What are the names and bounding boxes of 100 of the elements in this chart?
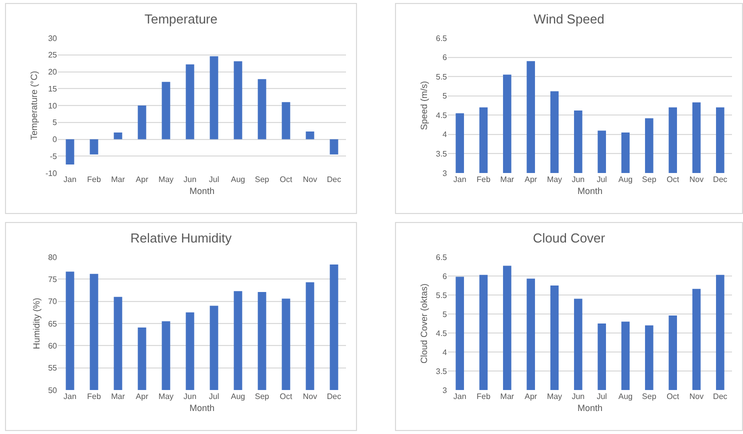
y-axis-title: Humidity (%) [31, 298, 42, 350]
x-axis-title: Month [189, 402, 215, 413]
y-tick-label: 15 [48, 84, 58, 94]
x-tick-label: Jul [208, 392, 220, 401]
y-tick-label: 5 [442, 92, 448, 101]
x-tick-label: Mar [500, 175, 514, 184]
x-tick-label: Aug [618, 175, 633, 184]
y-tick-label: 50 [48, 386, 58, 395]
x-tick-label: Nov [689, 392, 704, 401]
x-tick-label: Nov [689, 175, 704, 184]
bar [90, 139, 98, 154]
x-tick-label: Jan [64, 175, 76, 184]
y-tick-label: 6.5 [436, 34, 448, 43]
chart-title: Relative Humidity [130, 230, 232, 246]
x-tick-label: Sep [642, 175, 657, 184]
y-axis-title: Temperature (°C) [28, 70, 39, 140]
y-axis-title: Speed (m/s) [419, 80, 430, 130]
y-tick-label: 80 [48, 252, 58, 262]
bar [66, 139, 74, 165]
bar [258, 79, 266, 140]
y-tick-label: 3 [442, 168, 448, 178]
x-tick-label: Nov [302, 392, 318, 401]
x-axis-title: Month [189, 186, 215, 196]
y-tick-label: -10 [45, 168, 58, 178]
bar [114, 132, 122, 140]
x-tick-label: Jul [596, 392, 608, 401]
x-tick-label: Dec [713, 175, 728, 184]
chart-title: Wind Speed [534, 12, 604, 27]
y-tick-label: 30 [48, 34, 58, 43]
x-tick-label: Jan [453, 175, 466, 184]
x-tick-label: Jul [208, 175, 220, 184]
chart-title: Temperature [144, 12, 218, 27]
bar [330, 139, 338, 154]
y-tick-label: 6 [442, 272, 448, 281]
x-tick-label: Jan [64, 392, 76, 401]
x-tick-label: Jul [596, 175, 608, 184]
x-tick-label: Feb [476, 392, 491, 401]
x-tick-label: May [158, 392, 174, 401]
chart-title: Cloud Cover [532, 230, 606, 246]
x-tick-label: Dec [713, 392, 728, 401]
y-tick-label: 65 [48, 319, 58, 328]
x-tick-label: Dec [326, 175, 342, 184]
bar [234, 61, 242, 140]
y-tick-label: 5 [442, 310, 448, 319]
y-tick-label: 10 [48, 101, 58, 110]
x-tick-label: Jun [184, 175, 196, 184]
y-tick-label: 25 [48, 50, 58, 60]
x-tick-label: Mar [111, 175, 126, 184]
x-tick-label: Aug [230, 392, 246, 401]
bar [210, 56, 218, 140]
y-tick-label: 6.5 [436, 252, 448, 262]
x-tick-label: Apr [136, 175, 149, 184]
x-tick-label: Sep [642, 392, 657, 401]
x-tick-label: Jun [572, 392, 585, 401]
x-tick-label: Apr [136, 392, 149, 401]
x-tick-label: Jun [572, 175, 585, 184]
x-tick-label: Dec [326, 392, 342, 401]
y-tick-label: 4.5 [436, 110, 448, 120]
bar [186, 64, 194, 140]
x-axis-title: Month [577, 186, 603, 196]
y-tick-label: 0 [52, 135, 58, 144]
y-tick-label: 5.5 [436, 290, 448, 300]
y-tick-label: 70 [48, 297, 58, 306]
y-tick-label: 3.5 [436, 150, 448, 159]
x-tick-label: Jan [453, 392, 466, 401]
y-tick-label: 4.5 [436, 328, 448, 338]
x-tick-label: Jun [184, 392, 196, 401]
x-tick-label: Oct [666, 392, 680, 401]
y-tick-label: 5.5 [436, 72, 448, 82]
y-tick-label: 5 [52, 118, 58, 128]
x-tick-label: May [546, 392, 562, 401]
x-tick-label: Aug [230, 175, 246, 184]
x-tick-label: Mar [111, 392, 126, 401]
y-tick-label: 3.5 [436, 366, 448, 376]
x-tick-label: Aug [618, 392, 633, 401]
x-tick-label: Sep [254, 392, 270, 401]
x-tick-label: Apr [524, 392, 538, 401]
y-axis-title: Cloud Cover (oktas) [419, 283, 430, 364]
x-tick-label: Oct [280, 175, 293, 184]
x-tick-label: May [546, 175, 562, 184]
x-tick-label: Feb [476, 175, 491, 184]
x-tick-label: Mar [500, 392, 514, 401]
y-tick-label: 60 [48, 341, 58, 350]
x-tick-label: May [158, 175, 174, 184]
x-tick-label: Nov [302, 175, 318, 184]
bar [162, 82, 170, 140]
bar [138, 106, 146, 140]
y-tick-label: 4 [442, 348, 448, 357]
x-tick-label: Feb [87, 175, 102, 184]
y-tick-label: 4 [442, 130, 448, 140]
x-tick-label: Feb [87, 392, 102, 401]
y-tick-label: 3 [442, 386, 448, 395]
bar [282, 102, 290, 140]
x-axis-title: Month [577, 402, 603, 413]
x-tick-label: Oct [280, 392, 293, 401]
x-tick-label: Sep [254, 175, 270, 184]
y-tick-label: 20 [48, 68, 58, 77]
x-tick-label: Oct [666, 175, 680, 184]
x-tick-label: Apr [524, 175, 538, 184]
y-tick-label: 6 [442, 53, 448, 62]
